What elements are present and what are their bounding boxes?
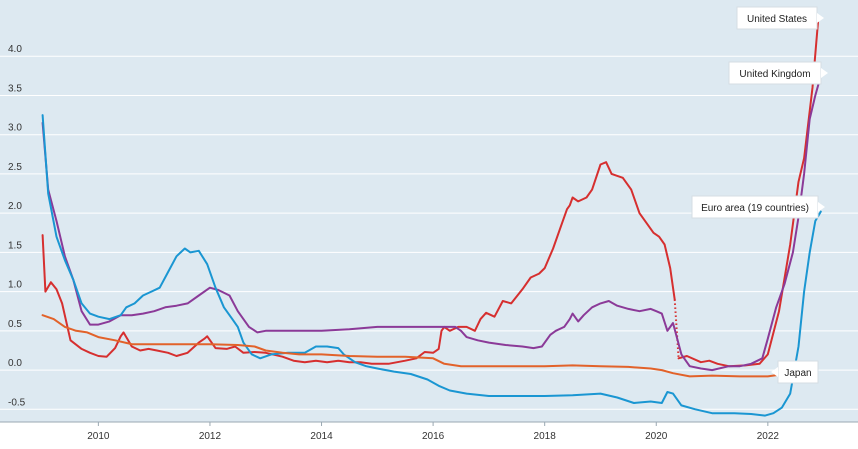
- y-tick-label: 3.0: [8, 123, 22, 134]
- series-line-united-states: [41, 161, 676, 365]
- label-united-states-text: United States: [747, 14, 807, 25]
- series-line-japan: [41, 314, 817, 378]
- y-tick-label: 0.5: [8, 319, 22, 330]
- x-tick-label: 2018: [534, 431, 557, 442]
- x-axis-ticks: 2010 2012 2014 2016 2018 2020 2022: [87, 422, 779, 442]
- x-tick-label: 2010: [87, 431, 110, 442]
- y-tick-label: 1.0: [8, 280, 22, 291]
- x-tick-label: 2022: [757, 431, 780, 442]
- x-tick-label: 2020: [645, 431, 668, 442]
- series-gap-united-states: [673, 299, 680, 359]
- y-tick-label: -0.5: [8, 397, 26, 408]
- label-united-kingdom-text: United Kingdom: [739, 69, 810, 80]
- y-tick-label: 2.5: [8, 162, 22, 173]
- y-tick-label: 2.0: [8, 201, 22, 212]
- gridlines: [0, 55, 858, 410]
- series-line-united-kingdom: [41, 74, 822, 372]
- y-tick-label: 3.5: [8, 83, 22, 94]
- label-japan-text: Japan: [784, 368, 811, 379]
- series-lines: [41, 19, 822, 417]
- y-axis-ticks: -0.5 0.0 0.5 1.0 1.5 2.0 2.5 3.0 3.5 4.0: [8, 44, 26, 408]
- series-line-euro-area-19-countries: [41, 114, 822, 417]
- series-line-united-states: [677, 19, 820, 368]
- label-euro-area-text: Euro area (19 countries): [701, 203, 809, 214]
- label-japan: Japan: [771, 360, 819, 384]
- y-tick-label: 4.0: [8, 44, 22, 55]
- label-united-states: United States: [736, 6, 824, 30]
- x-tick-label: 2016: [422, 431, 445, 442]
- x-tick-label: 2014: [310, 431, 333, 442]
- y-tick-label: 0.0: [8, 358, 22, 369]
- label-united-kingdom: United Kingdom: [728, 61, 828, 85]
- y-tick-label: 1.5: [8, 240, 22, 251]
- label-euro-area: Euro area (19 countries): [691, 195, 825, 219]
- x-tick-label: 2012: [199, 431, 222, 442]
